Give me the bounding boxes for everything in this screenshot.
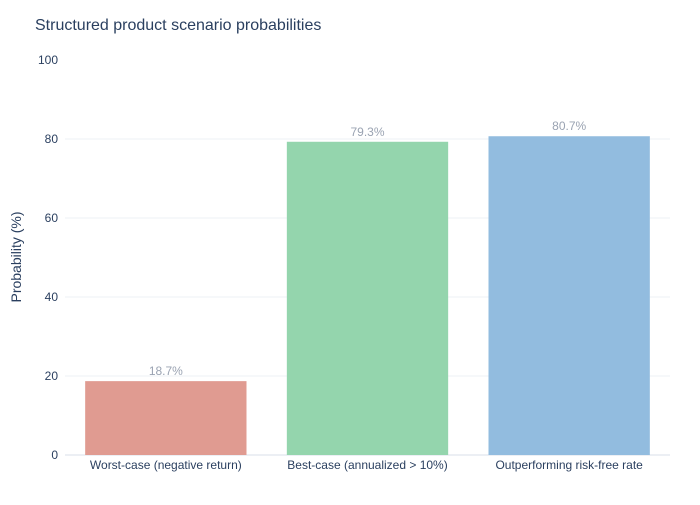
bar[interactable] — [286, 141, 449, 455]
data-labels: 18.7% 79.3% 80.7% — [149, 119, 587, 378]
y-tick-label: 100 — [38, 53, 58, 67]
data-label: 80.7% — [552, 119, 586, 133]
data-label: 79.3% — [350, 125, 384, 139]
data-label: 18.7% — [149, 364, 183, 378]
y-axis-title: Probability (%) — [8, 211, 24, 302]
bar[interactable] — [85, 381, 247, 455]
chart-title: Structured product scenario probabilitie… — [35, 17, 321, 34]
y-tick-label: 40 — [45, 290, 59, 304]
bars — [85, 136, 650, 456]
x-tick-label: Best-case (annualized > 10%) — [287, 458, 447, 472]
x-tick-label: Worst-case (negative return) — [90, 458, 242, 472]
y-tick-label: 80 — [45, 132, 59, 146]
x-axis-ticks: Worst-case (negative return) Best-case (a… — [90, 458, 643, 472]
y-axis-ticks: 0 20 40 60 80 100 — [38, 53, 58, 462]
x-tick-label: Outperforming risk-free rate — [495, 458, 643, 472]
y-tick-label: 0 — [51, 448, 58, 462]
bar[interactable] — [488, 136, 650, 456]
y-tick-label: 60 — [45, 211, 59, 225]
y-tick-label: 20 — [45, 369, 59, 383]
